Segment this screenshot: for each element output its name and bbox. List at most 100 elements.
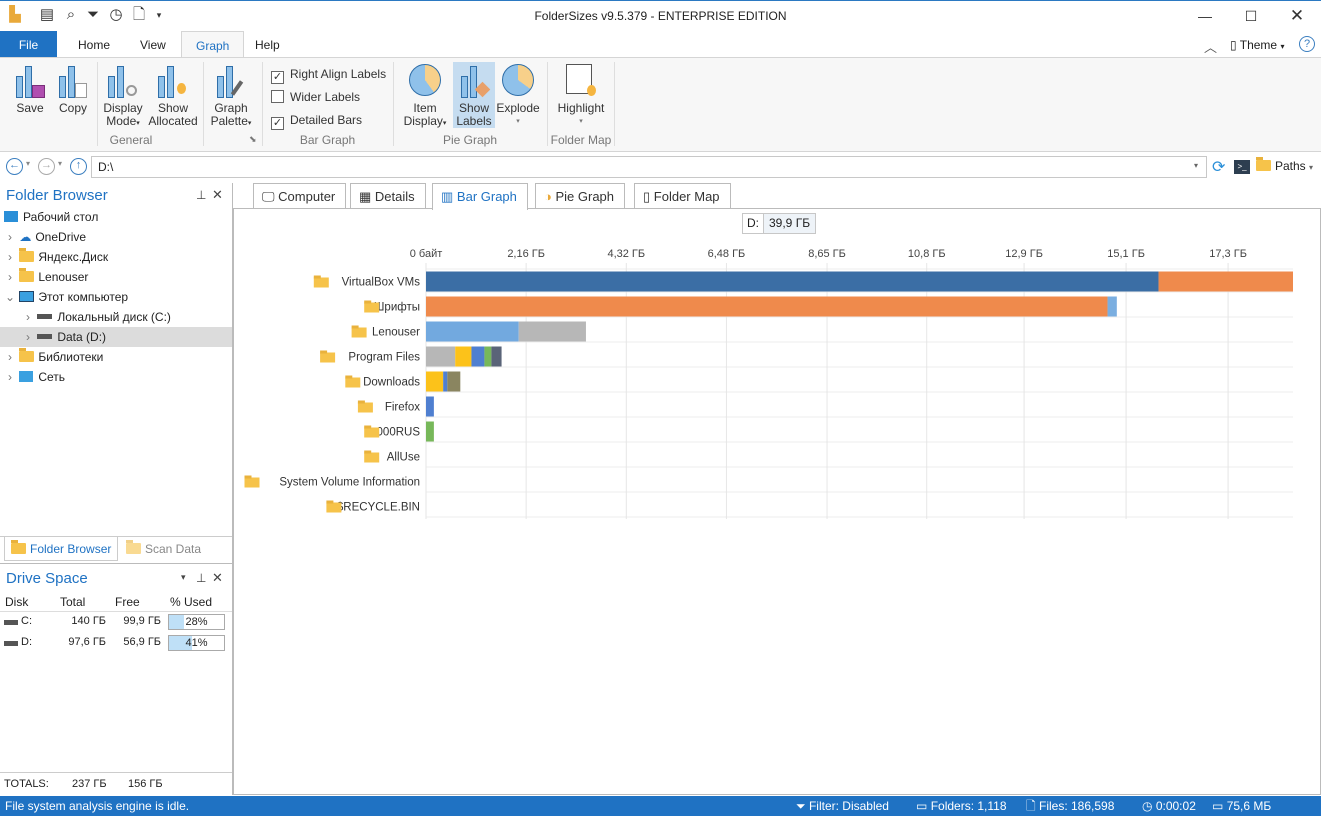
drive-row[interactable]: C: 140 ГБ 99,9 ГБ 28% [0, 612, 232, 633]
bar-segment[interactable] [491, 346, 502, 367]
close-button[interactable]: ✕ [1289, 6, 1305, 25]
bar-segment[interactable] [426, 371, 444, 392]
tab-view[interactable]: View [140, 38, 166, 52]
chevron-icon[interactable]: ⌄ [4, 290, 16, 304]
bar-segment[interactable] [426, 321, 519, 342]
customize-dropdown-icon[interactable]: ▾ [156, 10, 162, 20]
pin-icon[interactable]: ⊥ [196, 571, 207, 585]
tree-item[interactable]: › Data (D:) [0, 327, 232, 347]
bottom-tab-scan-data[interactable]: Scan Data [120, 537, 207, 561]
up-icon[interactable]: ↑ [70, 158, 87, 175]
chevron-icon[interactable]: › [8, 250, 12, 264]
filter-icon[interactable]: ⏷ [86, 6, 99, 23]
clock-icon[interactable]: ◷ [109, 6, 123, 23]
drive-row[interactable]: D: 97,6 ГБ 56,9 ГБ 41% [0, 633, 232, 654]
bar-segment[interactable] [426, 396, 434, 417]
bottom-tab-folder-browser[interactable]: Folder Browser [4, 537, 119, 561]
bar-segment[interactable] [518, 321, 586, 342]
show-labels-button[interactable]: Show Labels [453, 62, 495, 128]
search-file-icon[interactable]: 🗋 [132, 6, 146, 23]
bar-segment[interactable] [426, 421, 434, 442]
bar-segment[interactable] [447, 371, 461, 392]
panel-menu-icon[interactable]: ▾ [181, 572, 186, 582]
forward-dropdown-icon[interactable]: ▾ [58, 159, 63, 168]
bar-segment[interactable] [426, 296, 1108, 317]
right-align-labels-checkbox[interactable]: ✓ Right Align Labels [271, 67, 387, 84]
column-total[interactable]: Total [60, 595, 86, 609]
back-dropdown-icon[interactable]: ▾ [26, 159, 31, 168]
bar-segment[interactable] [471, 346, 485, 367]
column-free[interactable]: Free [115, 595, 140, 609]
tree-item[interactable]: › Сеть [0, 367, 232, 387]
item-display-button[interactable]: Item Display▾ [400, 62, 450, 130]
tree-item[interactable]: › Lenouser [0, 267, 232, 287]
chevron-icon[interactable]: › [26, 310, 30, 324]
bar-segment[interactable] [443, 371, 448, 392]
help-icon[interactable]: ? [1299, 36, 1315, 52]
chevron-icon[interactable]: › [8, 270, 12, 284]
tree-item[interactable]: › Библиотеки [0, 347, 232, 367]
pin-icon[interactable]: ⊥ [196, 188, 207, 202]
tab-details[interactable]: ▦ Details [350, 183, 426, 209]
tree-item[interactable]: ⌄ Этот компьютер [0, 287, 232, 307]
wider-labels-checkbox[interactable]: Wider Labels [271, 90, 360, 104]
path-dropdown-icon[interactable]: ▾ [1194, 161, 1199, 170]
detailed-bars-checkbox[interactable]: ✓ Detailed Bars [271, 113, 363, 130]
tab-folder-map[interactable]: ▯ Folder Map [634, 183, 731, 209]
category-label[interactable]: AllUse [387, 452, 420, 464]
copy-button[interactable]: Copy [53, 62, 93, 115]
minimize-button[interactable]: — [1198, 8, 1212, 24]
tab-help[interactable]: Help [255, 38, 280, 52]
show-allocated-button[interactable]: Show Allocated [147, 62, 199, 128]
category-label[interactable]: VirtualBox VMs [342, 277, 421, 289]
bar-segment[interactable] [455, 346, 472, 367]
path-input[interactable]: D:\ [91, 156, 1207, 178]
category-label[interactable]: $RECYCLE.BIN [337, 502, 420, 514]
tab-computer[interactable]: 🖵 Computer [253, 183, 347, 209]
drive-tooltip[interactable]: D: 39,9 ГБ [742, 213, 817, 234]
category-label[interactable]: 000RUS [377, 427, 421, 439]
maximize-button[interactable]: ☐ [1244, 8, 1258, 24]
refresh-icon[interactable]: ⟳ [1212, 159, 1226, 176]
tab-graph[interactable]: Graph [181, 31, 245, 58]
category-label[interactable]: Program Files [348, 352, 420, 364]
dialog-launcher-icon[interactable]: ⬊ [249, 134, 257, 144]
category-label[interactable]: Шрифты [374, 302, 420, 314]
report-icon[interactable]: ▤ [39, 6, 55, 23]
close-panel-icon[interactable]: ✕ [212, 570, 223, 585]
tree-item[interactable]: › Яндекс.Диск [0, 247, 232, 267]
filter-status[interactable]: ⏷ Filter: Disabled [796, 799, 889, 813]
tree-item[interactable]: › ☁ OneDrive [0, 227, 232, 247]
close-panel-icon[interactable]: ✕ [212, 187, 223, 202]
tab-home[interactable]: Home [78, 38, 111, 52]
terminal-icon[interactable]: >_ [1234, 160, 1250, 174]
graph-palette-button[interactable]: Graph Palette▾ [206, 62, 256, 130]
chevron-icon[interactable]: › [8, 230, 12, 244]
tree-item[interactable]: Рабочий стол [0, 207, 232, 227]
paths-button[interactable]: Paths ▾ [1256, 157, 1313, 173]
column-disk[interactable]: Disk [5, 595, 29, 609]
bar-segment[interactable] [426, 346, 456, 367]
category-label[interactable]: Firefox [385, 402, 420, 414]
category-label[interactable]: Lenouser [372, 327, 420, 339]
save-button[interactable]: Save [10, 62, 50, 115]
bar-segment[interactable] [1107, 296, 1117, 317]
theme-button[interactable]: ▯ Theme ▾ [1230, 38, 1284, 52]
display-mode-button[interactable]: Display Mode▾ [100, 62, 146, 130]
tab-file[interactable]: File [0, 31, 57, 58]
category-label[interactable]: Downloads [363, 377, 420, 389]
tree-item[interactable]: › Локальный диск (C:) [0, 307, 232, 327]
column-used[interactable]: % Used [170, 595, 213, 609]
category-label[interactable]: System Volume Information [279, 477, 420, 489]
back-icon[interactable]: ← [6, 158, 23, 175]
scan-icon[interactable]: ⌕ [66, 6, 76, 23]
collapse-ribbon-icon[interactable]: ︿ [1204, 40, 1218, 55]
bar-segment[interactable] [484, 346, 492, 367]
bar-segment[interactable] [426, 271, 1159, 292]
tab-pie-graph[interactable]: ◑ Pie Graph [535, 183, 626, 209]
highlight-button[interactable]: Highlight ▾ [550, 62, 612, 128]
explode-button[interactable]: Explode ▾ [496, 62, 540, 128]
chevron-icon[interactable]: › [8, 370, 12, 384]
chevron-icon[interactable]: › [8, 350, 12, 364]
tab-bar-graph[interactable]: ▥ Bar Graph [432, 183, 528, 210]
